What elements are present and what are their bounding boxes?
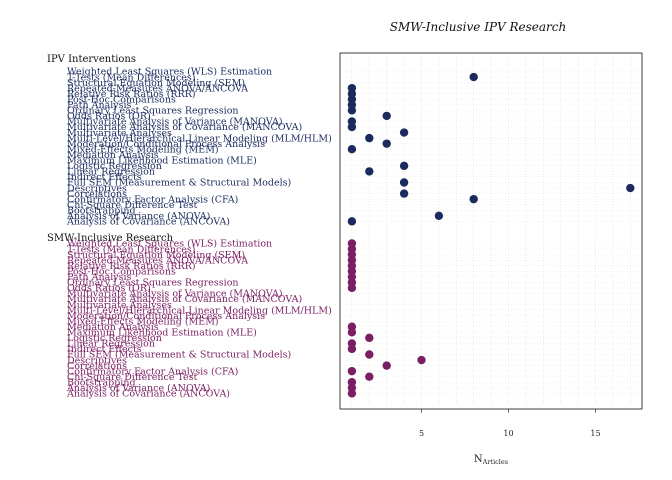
category-label: Mediation Analysis (67, 322, 159, 333)
category-label: Weighted Least Squares (WLS) Estimation (67, 67, 272, 78)
category-label: Post-Hoc Comparisons (67, 94, 176, 105)
category-label: Path Analysis (67, 100, 132, 111)
data-point (347, 389, 357, 398)
category-label: Moderation/Conditional Process Analysis (67, 311, 265, 322)
data-point (347, 283, 357, 293)
category-label: Linear Regression (67, 339, 155, 350)
category-label: Odds Ratios (OR) (67, 283, 151, 294)
x-tick-label: 5 (419, 429, 424, 438)
category-label: Bootstrapping (67, 377, 136, 388)
category-label: Multivariate Analyses (67, 300, 172, 311)
data-points (347, 72, 635, 398)
data-point (365, 167, 374, 176)
category-label: Analysis of Variance (ANOVA) (66, 383, 210, 394)
category-label: Confirmatory Factor Analysis (CFA) (67, 194, 238, 205)
category-label: Mixed-Effects Modeling (MEM) (67, 316, 219, 327)
category-label: Moderation/Conditional Process Analysis (67, 139, 265, 150)
category-label: Indirect Effects (67, 344, 142, 355)
x-tick-label: 10 (503, 429, 513, 438)
data-point (347, 328, 357, 337)
category-label: Analysis of Covariance (ANCOVA) (66, 389, 230, 400)
data-point (626, 183, 635, 193)
category-label: Logistic Regression (67, 161, 162, 172)
category-label: Structural Equation Modeling (SEM) (67, 78, 245, 89)
data-point (417, 355, 426, 365)
data-point (382, 139, 391, 148)
x-axis: 5 10 15 (419, 409, 601, 438)
category-label: Ordinary Least Squares Regression (67, 278, 239, 289)
category-label: Correlations (67, 361, 127, 372)
category-label: Multi-Level/Hierarchical Linear Modeling… (67, 305, 332, 316)
plot-frame (339, 52, 643, 410)
category-label: Indirect Effects (67, 172, 142, 183)
data-point (365, 372, 374, 381)
data-point (434, 211, 444, 220)
category-label: Multivariate Analyses (67, 128, 172, 139)
data-point (469, 194, 478, 204)
category-label: Path Analysis (67, 272, 132, 283)
category-label: Descriptives (67, 183, 127, 194)
category-label: Chi-Square Difference Test (67, 200, 198, 211)
category-label: T-Tests (Mean Differences) (67, 72, 195, 83)
category-label: Analysis of Variance (ANOVA) (66, 211, 210, 222)
data-point (365, 133, 374, 143)
category-label: Weighted Least Squares (WLS) Estimation (67, 239, 272, 250)
category-label: Logistic Regression (67, 333, 162, 344)
data-point (347, 106, 357, 115)
category-labels: IPV Interventions Weighted Least Squares … (47, 54, 332, 400)
data-point (347, 145, 357, 154)
category-label: T-Tests (Mean Differences) (67, 244, 195, 255)
category-label: Multivariate Analysis of Covariance (MAN… (67, 294, 302, 305)
data-point (399, 128, 409, 137)
category-label: Repeated-Measures ANOVA/ANCOVA (67, 83, 248, 94)
chart-title: SMW-Inclusive IPV Research (390, 20, 567, 34)
category-label: Post-Hoc Comparisons (67, 266, 176, 277)
data-point (365, 350, 374, 359)
x-tick-label: 15 (590, 429, 600, 438)
category-label: Multivariate Analysis of Covariance (MAN… (67, 122, 302, 133)
category-label: Structural Equation Modeling (SEM) (67, 250, 245, 261)
category-label: Odds Ratios (OR) (67, 111, 151, 122)
group-header: SMW-Inclusive Research (47, 233, 174, 244)
category-label: Multivariate Analysis of Variance (MANOV… (67, 289, 283, 300)
category-label: Relative Risk Ratios (RRR) (67, 89, 196, 100)
data-point (469, 72, 478, 82)
category-label: Correlations (67, 189, 127, 200)
data-point (399, 189, 409, 198)
data-point (347, 366, 357, 376)
category-label: Relative Risk Ratios (RRR) (67, 261, 196, 272)
x-axis-label: NArticles (474, 454, 508, 466)
category-label: Multivariate Analysis of Variance (MANOV… (67, 117, 283, 128)
x-axis-label-main: N (474, 454, 483, 465)
data-point (347, 122, 357, 132)
category-label: Analysis of Covariance (ANCOVA) (66, 217, 230, 228)
category-label: Full SEM (Measurement & Structural Model… (67, 178, 291, 189)
category-label: Full SEM (Measurement & Structural Model… (67, 350, 291, 361)
category-label: Mediation Analysis (67, 150, 159, 161)
data-point (399, 178, 409, 187)
data-point (347, 344, 357, 354)
data-point (399, 161, 409, 171)
category-label: Confirmatory Factor Analysis (CFA) (67, 366, 238, 377)
grid (342, 56, 640, 406)
data-point (365, 333, 374, 343)
category-label: Bootstrapping (67, 205, 136, 216)
category-label: Ordinary Least Squares Regression (67, 106, 239, 117)
category-label: Descriptives (67, 355, 127, 366)
data-point (382, 111, 391, 121)
group-header: IPV Interventions (47, 54, 136, 65)
category-label: Mixed-Effects Modeling (MEM) (67, 144, 219, 155)
category-label: Chi-Square Difference Test (67, 372, 198, 383)
category-label: Multi-Level/Hierarchical Linear Modeling… (67, 133, 332, 144)
category-label: Repeated-Measures ANOVA/ANCOVA (67, 255, 248, 266)
data-point (382, 361, 391, 370)
category-label: Linear Regression (67, 167, 155, 178)
category-label: Maximum Likelihood Estimation (MLE) (67, 328, 257, 339)
category-label: Maximum Likelihood Estimation (MLE) (67, 156, 257, 167)
data-point (347, 217, 357, 226)
x-axis-label-subscript: Articles (482, 458, 508, 466)
